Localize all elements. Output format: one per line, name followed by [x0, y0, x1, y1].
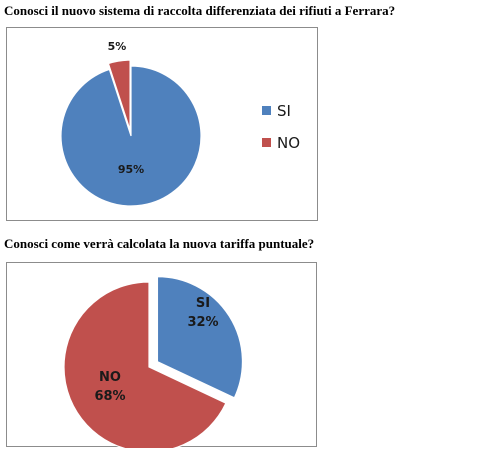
pie-slice-si [60, 65, 202, 207]
slice-category-label-si: SI [196, 296, 210, 311]
question-1-title: Conosci il nuovo sistema di raccolta dif… [4, 3, 396, 18]
legend-swatch-no [262, 138, 271, 147]
chart-2-pie-chart: SI 32% NO 68% [63, 276, 244, 448]
legend-swatch-si [262, 106, 271, 115]
pie-slice-no [63, 281, 227, 448]
legend-label-si: SI [277, 102, 291, 120]
question-2-title: Conosci come verrà calcolata la nuova ta… [4, 236, 315, 251]
chart-1-pie-area: 95% 5% SI NO [6, 27, 318, 221]
slice-category-label-no: NO [99, 370, 121, 385]
legend-label-no: NO [277, 134, 300, 152]
chart-2-pie-area: SI 32% NO 68% [6, 262, 317, 448]
slice-percent-label-no: 68% [94, 389, 125, 404]
slice-percent-label-si: 95% [118, 163, 144, 176]
slice-percent-label-no: 5% [108, 40, 127, 53]
pie-slice-no [107, 59, 131, 131]
chart-1-pie-chart: 95% 5% SI NO [60, 40, 300, 207]
slice-percent-label-si: 32% [187, 315, 218, 330]
chart-1-legend: SI NO [262, 102, 300, 152]
pie-slice-si [156, 276, 244, 399]
